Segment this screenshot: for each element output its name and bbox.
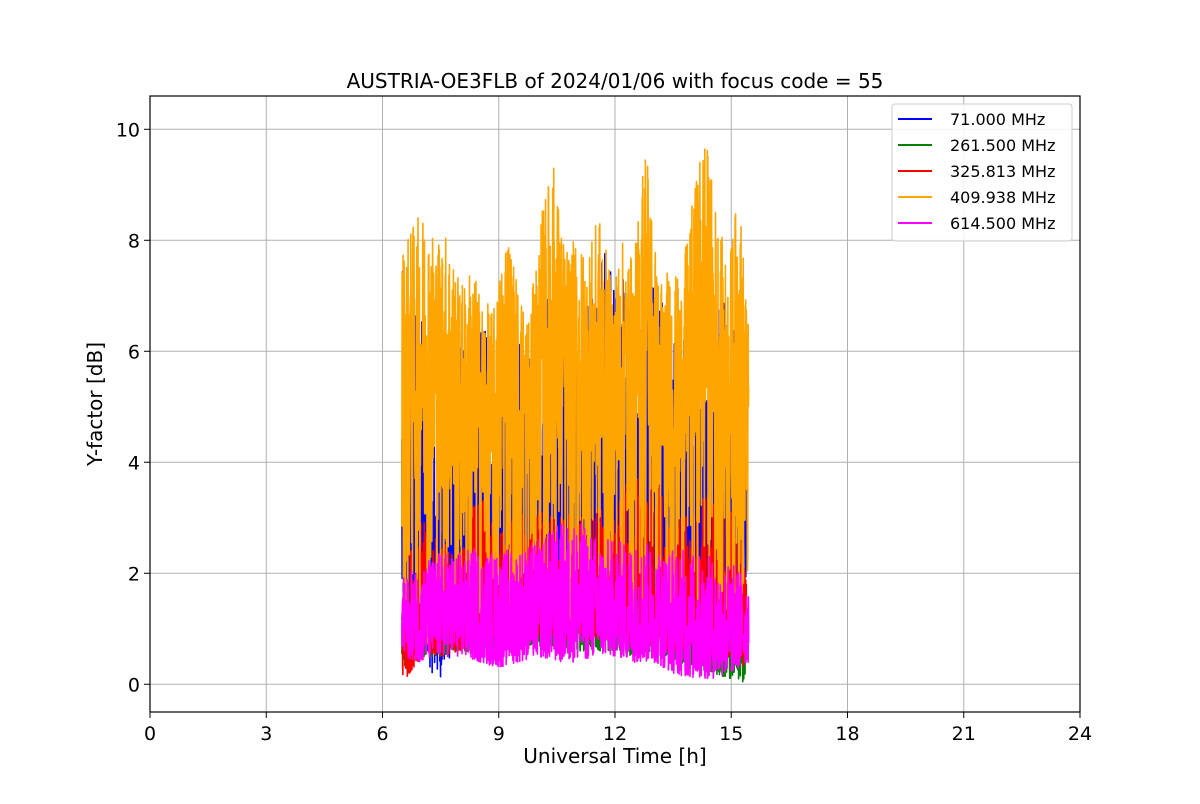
y-tick-label: 8 xyxy=(128,230,140,252)
chart-title: AUSTRIA-OE3FLB of 2024/01/06 with focus … xyxy=(347,69,884,93)
legend-items: 71.000 MHz 261.500 MHz 325.813 MHz 409.938 … xyxy=(898,110,1055,233)
x-tick-label: 18 xyxy=(835,723,859,745)
x-tick-label: 15 xyxy=(719,723,743,745)
x-tick-label: 12 xyxy=(603,723,627,745)
series-layer xyxy=(401,148,750,683)
y-tick-label: 10 xyxy=(116,119,140,141)
x-tick-label: 3 xyxy=(260,723,272,745)
legend-label-0: 71.000 MHz xyxy=(950,110,1045,129)
series-line-4 xyxy=(401,523,750,680)
x-tick-label: 6 xyxy=(376,723,388,745)
y-tick-label: 6 xyxy=(128,341,140,363)
legend-box xyxy=(891,103,1073,242)
legend-label-2: 325.813 MHz xyxy=(950,162,1055,181)
x-tick-label: 21 xyxy=(952,723,976,745)
legend-label-3: 409.938 MHz xyxy=(950,188,1055,207)
y-tick-label: 4 xyxy=(128,452,140,474)
legend-label-4: 614.500 MHz xyxy=(950,214,1055,233)
legend: 71.000 MHz 261.500 MHz 325.813 MHz 409.938 … xyxy=(891,103,1073,242)
x-axis-title: Universal Time [h] xyxy=(523,744,706,768)
x-tick-label: 9 xyxy=(493,723,505,745)
y-tick-label: 0 xyxy=(128,674,140,696)
y-tick-label: 2 xyxy=(128,563,140,585)
x-tick-label: 24 xyxy=(1068,723,1092,745)
x-tick-label: 0 xyxy=(144,723,156,745)
series-line-3 xyxy=(401,148,750,659)
legend-label-1: 261.500 MHz xyxy=(950,136,1055,155)
y-axis-title: Y-factor [dB] xyxy=(83,342,107,467)
